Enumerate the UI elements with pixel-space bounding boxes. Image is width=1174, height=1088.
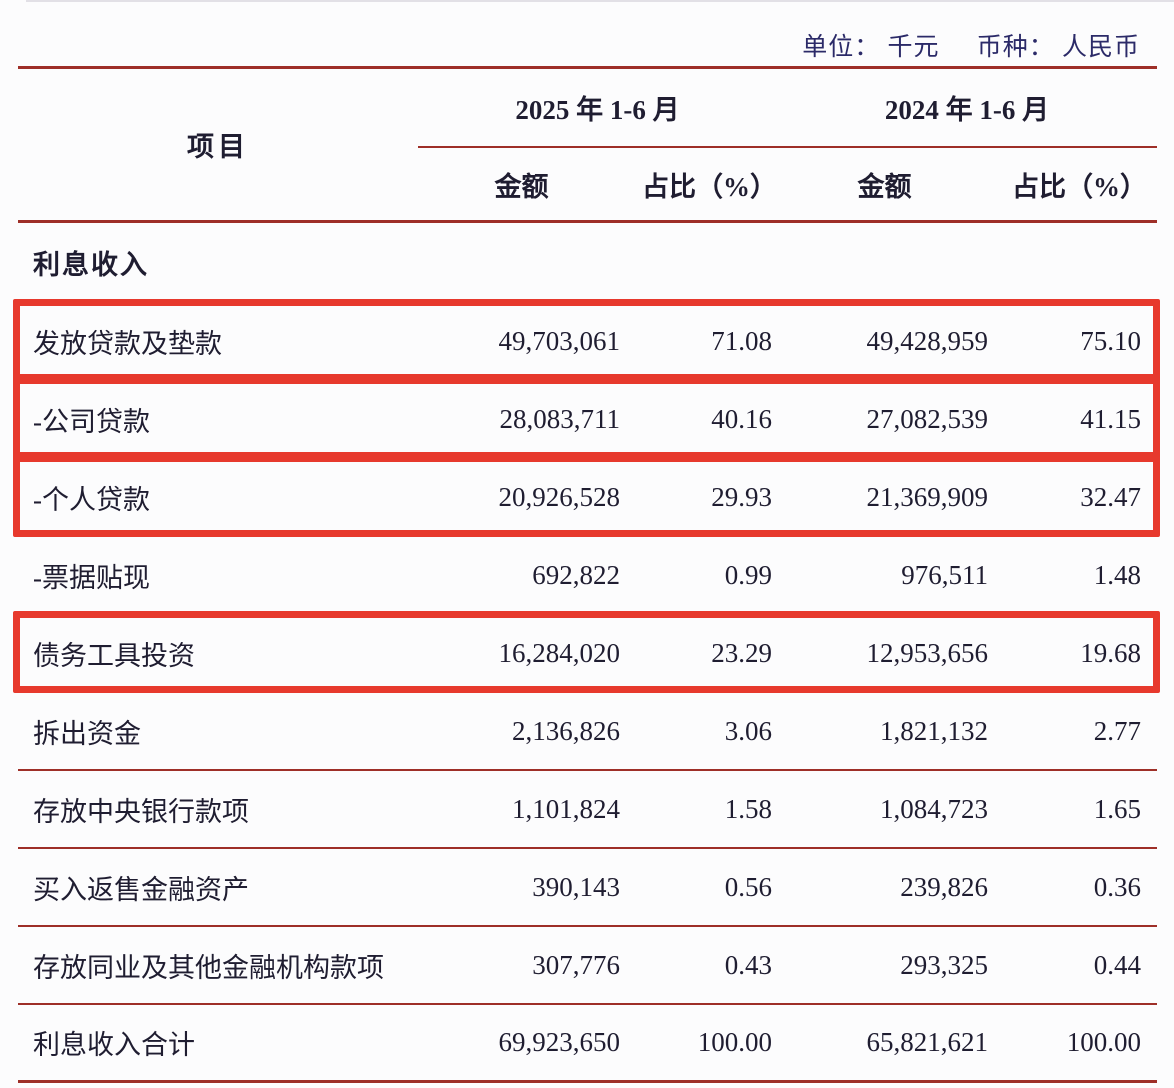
amount-2025: 49,703,061 [498,325,621,356]
unit-label: 单位： 千元 [802,34,940,61]
ratio-2024: 0.36 [1093,871,1141,902]
ratio-2025: 1.58 [724,793,772,824]
ratio-2025: 0.99 [724,559,772,590]
ratio-2024: 1.48 [1093,559,1141,590]
row-label: 存放同业及其他金融机构款项 [33,952,384,983]
ratio-2024: 19.68 [1080,637,1141,668]
amount-2025: 16,284,020 [498,637,621,668]
amount-2025: 69,923,650 [498,1027,621,1057]
row-label: 发放贷款及垫款 [33,328,222,359]
column-header-amount-2025: 金额 [494,171,549,202]
ratio-2025: 0.43 [724,949,772,980]
amount-2025: 390,143 [532,871,620,902]
amount-2025: 2,136,826 [512,715,620,746]
row-label: 拆出资金 [33,718,141,749]
table-header-right: 2025 年 1-6 月 2024 年 1-6 月 金额 占比（%） 金额 占比… [418,69,1157,220]
table-row-discounted-bills: -票据贴现 692,822 0.99 976,511 1.48 [18,537,1157,615]
table-body: 利息收入 发放贷款及垫款 49,703,061 71.08 49,428,959 75.… [13,223,1160,1083]
row-label: 债务工具投资 [33,640,195,671]
ratio-2024: 1.65 [1093,793,1141,824]
row-label: -个人贷款 [33,484,150,515]
amount-2025: 307,776 [532,949,620,980]
column-group-2024: 2024 年 1-6 月 [884,95,1050,125]
ratio-2025: 71.08 [711,325,772,356]
sub-header-row: 金额 占比（%） 金额 占比（%） [418,148,1157,220]
amount-2025: 28,083,711 [499,403,621,434]
amount-2025: 692,822 [532,559,620,590]
amount-2024: 49,428,959 [866,325,989,356]
amount-2025: 1,101,824 [512,793,620,824]
table-header: 项目 2025 年 1-6 月 2024 年 1-6 月 金额 占比（%） 金额… [18,66,1157,223]
ratio-2025: 3.06 [724,715,772,746]
amount-2024: 1,084,723 [880,793,988,824]
amount-2024: 293,325 [900,949,988,980]
ratio-2025: 40.16 [711,403,772,434]
column-header-amount-2024: 金额 [857,171,912,202]
table-row-total-interest-income: 利息收入合计 69,923,650 100.00 65,821,621 100.00 [18,1005,1157,1083]
amount-2025: 20,926,528 [498,481,621,512]
ratio-2025: 29.93 [711,481,772,512]
ratio-2024: 0.44 [1093,949,1141,980]
table-row-corporate-loans: -公司贷款 28,083,711 40.16 27,082,539 41.15 [13,377,1160,459]
unit-currency-note: 单位： 千元 币种： 人民币 [802,27,1140,63]
currency-label: 币种： 人民币 [976,34,1140,61]
amount-2024: 65,821,621 [866,1027,989,1057]
row-label: 买入返售金融资产 [33,874,249,905]
table-row-personal-loans: -个人贷款 20,926,528 29.93 21,369,909 32.47 [13,455,1160,537]
row-label: 利息收入合计 [33,1030,195,1060]
amount-2024: 12,953,656 [866,637,989,668]
page-top-edge-line [26,0,1174,2]
ratio-2025: 100.00 [697,1027,772,1057]
row-label: -公司贷款 [33,406,150,437]
ratio-2024: 32.47 [1080,481,1141,512]
amount-2024: 27,082,539 [866,403,989,434]
ratio-2024: 100.00 [1066,1027,1141,1057]
amount-2024: 976,511 [901,559,988,590]
table-row-deposits-with-banks-and-other-fi: 存放同业及其他金融机构款项 307,776 0.43 293,325 0.44 [18,927,1157,1005]
section-header-label: 利息收入 [33,249,149,280]
amount-2024: 21,369,909 [866,481,989,512]
ratio-2024: 2.77 [1093,715,1141,746]
ratio-2024: 41.15 [1080,403,1141,434]
row-label: -票据贴现 [33,562,150,593]
column-header-ratio-2025: 占比（%） [642,171,777,202]
ratio-2024: 75.10 [1080,325,1141,356]
column-group-2025: 2025 年 1-6 月 [515,95,680,125]
year-header-row: 2025 年 1-6 月 2024 年 1-6 月 [418,69,1157,148]
section-row-interest-income: 利息收入 [18,223,1157,303]
row-label: 存放中央银行款项 [33,796,249,827]
table-row-debt-instrument-investments: 债务工具投资 16,284,020 23.29 12,953,656 19.68 [13,611,1160,693]
ratio-2025: 0.56 [724,871,772,902]
amount-2024: 1,821,132 [880,715,988,746]
table-row-deposits-with-central-bank: 存放中央银行款项 1,101,824 1.58 1,084,723 1.65 [18,771,1157,849]
column-header-ratio-2024: 占比（%） [1012,171,1147,202]
amount-2024: 239,826 [900,871,988,902]
table-row-assets-purchased-under-resale: 买入返售金融资产 390,143 0.56 239,826 0.36 [18,849,1157,927]
table-row-loans-and-advances: 发放贷款及垫款 49,703,061 71.08 49,428,959 75.10 [13,299,1160,381]
interest-income-table: 项目 2025 年 1-6 月 2024 年 1-6 月 金额 占比（%） 金额… [13,66,1160,1083]
ratio-2025: 23.29 [711,637,772,668]
column-header-item: 项目 [187,132,249,162]
table-row-funds-lent: 拆出资金 2,136,826 3.06 1,821,132 2.77 [18,693,1157,771]
